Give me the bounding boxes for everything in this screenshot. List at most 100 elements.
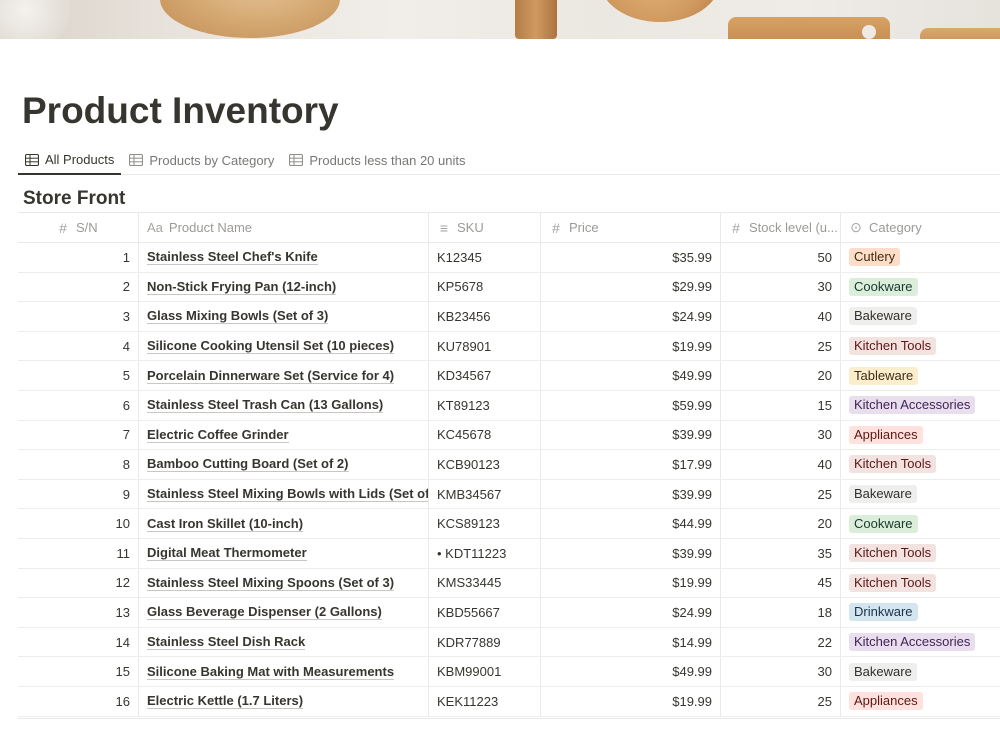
cell-product-name[interactable]: Cast Iron Skillet (10-inch): [138, 509, 428, 538]
cell-price[interactable]: $35.99: [540, 243, 720, 272]
cell-product-name[interactable]: Glass Beverage Dispenser (2 Gallons): [138, 598, 428, 627]
cell-category[interactable]: Tableware: [840, 361, 1000, 390]
product-name-link[interactable]: Silicone Baking Mat with Measurements: [147, 663, 395, 680]
cell-stock-level[interactable]: 40: [720, 302, 840, 331]
table-row[interactable]: 2 Non-Stick Frying Pan (12-inch) KP5678 $29…: [18, 272, 1000, 303]
cell-sku[interactable]: KC45678: [428, 420, 540, 450]
cell-product-name[interactable]: Stainless Steel Trash Can (13 Gallons): [138, 390, 428, 420]
table-row[interactable]: 7 Electric Coffee Grinder KC45678 $39.99 30 A…: [18, 420, 1000, 451]
category-tag[interactable]: Tableware: [849, 366, 919, 385]
cell-sku[interactable]: KEK11223: [428, 686, 540, 716]
cell-sn[interactable]: 7: [18, 421, 138, 450]
cell-category[interactable]: Kitchen Tools: [840, 568, 1000, 598]
tab-all-products[interactable]: All Products: [18, 146, 122, 175]
cell-stock-level[interactable]: 20: [720, 509, 840, 538]
product-name-link[interactable]: Digital Meat Thermometer: [147, 545, 307, 562]
cell-sku[interactable]: KCB90123: [428, 450, 540, 479]
cell-product-name[interactable]: Silicone Cooking Utensil Set (10 pieces): [138, 331, 428, 361]
cell-product-name[interactable]: Digital Meat Thermometer: [138, 538, 428, 568]
tab-products-less-than-20-units[interactable]: Products less than 20 units: [282, 146, 472, 174]
product-name-link[interactable]: Stainless Steel Mixing Bowls with Lids (…: [147, 486, 428, 503]
cell-stock-level[interactable]: 30: [720, 272, 840, 302]
cell-sn[interactable]: 10: [18, 509, 138, 538]
cell-product-name[interactable]: Stainless Steel Chef's Knife: [138, 243, 428, 272]
table-row[interactable]: 1 Stainless Steel Chef's Knife K12345 $35.9…: [18, 243, 1000, 273]
cell-price[interactable]: $44.99: [540, 509, 720, 538]
category-tag[interactable]: Appliances: [849, 692, 923, 711]
cell-sn[interactable]: 4: [18, 332, 138, 361]
cell-product-name[interactable]: Bamboo Cutting Board (Set of 2): [138, 450, 428, 479]
cell-sn[interactable]: 14: [18, 628, 138, 657]
page-cover-image[interactable]: [0, 0, 1000, 39]
cell-sn[interactable]: 3: [18, 302, 138, 331]
table-row[interactable]: 8 Bamboo Cutting Board (Set of 2) KCB90123…: [18, 450, 1000, 480]
table-row[interactable]: 3 Glass Mixing Bowls (Set of 3) KB23456 $24…: [18, 302, 1000, 332]
table-row[interactable]: 11 Digital Meat Thermometer • KDT11223 $39.…: [18, 538, 1000, 569]
table-row[interactable]: 15 Silicone Baking Mat with Measurements K…: [18, 657, 1000, 687]
table-row[interactable]: 6 Stainless Steel Trash Can (13 Gallons) K…: [18, 390, 1000, 421]
category-tag[interactable]: Bakeware: [849, 485, 917, 504]
category-tag[interactable]: Cookware: [849, 514, 918, 533]
category-tag[interactable]: Bakeware: [849, 307, 917, 326]
column-header-stock-level[interactable]: # Stock level (u...: [720, 213, 840, 242]
cell-category[interactable]: Bakeware: [840, 479, 1000, 509]
table-row[interactable]: 14 Stainless Steel Dish Rack KDR77889 $14.9…: [18, 627, 1000, 658]
cell-price[interactable]: $19.99: [540, 568, 720, 598]
column-header-category[interactable]: ⊙ Category: [840, 213, 1000, 242]
cell-product-name[interactable]: Stainless Steel Dish Rack: [138, 627, 428, 657]
cell-product-name[interactable]: Porcelain Dinnerware Set (Service for 4): [138, 361, 428, 390]
column-header-product-name[interactable]: Aa Product Name: [138, 213, 428, 242]
cell-price[interactable]: $17.99: [540, 450, 720, 479]
category-tag[interactable]: Cookware: [849, 277, 918, 296]
cell-product-name[interactable]: Stainless Steel Mixing Spoons (Set of 3): [138, 568, 428, 598]
cell-stock-level[interactable]: 25: [720, 686, 840, 716]
cell-sn[interactable]: 5: [18, 361, 138, 390]
cell-sku[interactable]: KMS33445: [428, 568, 540, 598]
tab-products-by-category[interactable]: Products by Category: [122, 146, 281, 174]
cell-stock-level[interactable]: 18: [720, 598, 840, 627]
cell-category[interactable]: Bakeware: [840, 302, 1000, 331]
category-tag[interactable]: Kitchen Accessories: [849, 633, 976, 652]
product-name-link[interactable]: Non-Stick Frying Pan (12-inch): [147, 278, 337, 295]
cell-sn[interactable]: 1: [18, 243, 138, 272]
cell-sku[interactable]: • KDT11223: [428, 538, 540, 568]
product-name-link[interactable]: Bamboo Cutting Board (Set of 2): [147, 456, 349, 473]
cell-sn[interactable]: 6: [18, 391, 138, 420]
cell-category[interactable]: Drinkware: [840, 598, 1000, 627]
cell-sn[interactable]: 12: [18, 569, 138, 598]
cell-stock-level[interactable]: 30: [720, 420, 840, 450]
cell-stock-level[interactable]: 50: [720, 243, 840, 272]
database-title[interactable]: Store Front: [23, 188, 126, 209]
category-tag[interactable]: Kitchen Accessories: [849, 396, 976, 415]
product-name-link[interactable]: Porcelain Dinnerware Set (Service for 4): [147, 367, 395, 384]
cell-category[interactable]: Cookware: [840, 509, 1000, 538]
cell-price[interactable]: $24.99: [540, 302, 720, 331]
cell-price[interactable]: $59.99: [540, 390, 720, 420]
table-row[interactable]: 9 Stainless Steel Mixing Bowls with Lids …: [18, 479, 1000, 510]
cell-sku[interactable]: KMB34567: [428, 479, 540, 509]
product-name-link[interactable]: Glass Mixing Bowls (Set of 3): [147, 308, 329, 325]
cell-product-name[interactable]: Electric Kettle (1.7 Liters): [138, 686, 428, 716]
column-header-price[interactable]: # Price: [540, 213, 720, 242]
product-name-link[interactable]: Electric Kettle (1.7 Liters): [147, 693, 304, 710]
table-row[interactable]: 10 Cast Iron Skillet (10-inch) KCS89123 $44…: [18, 509, 1000, 539]
table-row[interactable]: 4 Silicone Cooking Utensil Set (10 pieces…: [18, 331, 1000, 362]
cell-sn[interactable]: 2: [18, 273, 138, 302]
category-tag[interactable]: Cutlery: [849, 248, 901, 267]
table-row[interactable]: 5 Porcelain Dinnerware Set (Service for 4…: [18, 361, 1000, 391]
cell-sku[interactable]: KU78901: [428, 331, 540, 361]
cell-sku[interactable]: K12345: [428, 243, 540, 272]
cell-price[interactable]: $49.99: [540, 361, 720, 390]
page-title[interactable]: Product Inventory: [22, 90, 339, 131]
cell-stock-level[interactable]: 22: [720, 627, 840, 657]
cell-price[interactable]: $19.99: [540, 686, 720, 716]
cell-product-name[interactable]: Stainless Steel Mixing Bowls with Lids (…: [138, 479, 428, 509]
cell-sku[interactable]: KD34567: [428, 361, 540, 390]
column-header-sku[interactable]: ≡ SKU: [428, 213, 540, 242]
cell-category[interactable]: Kitchen Accessories: [840, 627, 1000, 657]
category-tag[interactable]: Kitchen Tools: [849, 455, 937, 474]
cell-sku[interactable]: KBD55667: [428, 598, 540, 627]
product-name-link[interactable]: Glass Beverage Dispenser (2 Gallons): [147, 604, 382, 621]
product-name-link[interactable]: Cast Iron Skillet (10-inch): [147, 515, 304, 532]
cell-sn[interactable]: 11: [18, 539, 138, 568]
